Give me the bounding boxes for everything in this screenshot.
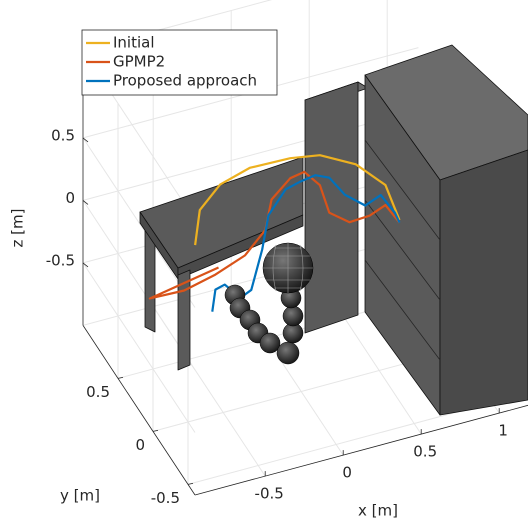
shelf [365,45,528,415]
link-sphere [277,342,299,364]
page: {"chart_data": {"type": "line3d", "xlabe… [0,0,528,521]
y-tick-label: 0 [135,436,145,454]
cabinet [305,82,368,333]
legend-label: Proposed approach [113,72,257,90]
z-axis-label: z [m] [9,209,27,248]
cabinet-front [305,82,358,333]
legend-label: GPMP2 [113,53,165,71]
link-sphere [260,333,280,353]
x-tick-label: 1 [498,422,508,440]
z-tick-label: -0.5 [46,251,75,269]
y-tick-label: -0.5 [151,489,180,507]
tick-mark [153,430,158,431]
x-tick-label: 0.5 [413,443,437,461]
tick-mark [118,377,123,378]
x-tick-label: -0.5 [255,485,284,503]
tick-mark [188,483,193,484]
axis-line [195,405,528,495]
x-axis-label: x [m] [358,502,398,520]
z-tick-label: 0.5 [51,126,75,144]
x-tick-label: 0 [342,464,352,482]
shelf-front [440,150,528,415]
chart: x [m] y [m] z [m] InitialGPMP2Proposed a… [0,0,528,521]
link-sphere [283,306,303,326]
y-axis-label: y [m] [60,487,100,505]
y-tick-label: 0.5 [86,383,110,401]
z-tick-label: 0 [65,189,75,207]
legend-label: Initial [113,34,155,52]
